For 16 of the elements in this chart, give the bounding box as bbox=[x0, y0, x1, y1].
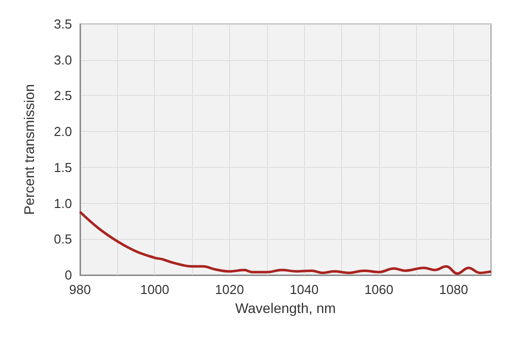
y-tick-label: 3.0 bbox=[54, 52, 72, 68]
y-axis-title: Percent transmission bbox=[21, 84, 37, 215]
y-tick-label: 0.5 bbox=[54, 232, 72, 247]
y-tick-label: 3.5 bbox=[54, 16, 72, 32]
x-tick-label: 1000 bbox=[140, 282, 170, 297]
x-axis-title: Wavelength, nm bbox=[235, 300, 336, 316]
y-tick-label: 1.5 bbox=[54, 160, 72, 175]
x-tick-label: 1060 bbox=[364, 282, 394, 297]
x-tick-label: 1080 bbox=[439, 282, 468, 297]
y-tick-label: 0 bbox=[64, 268, 72, 282]
x-tick-label: 1020 bbox=[214, 282, 244, 297]
y-tick-label: 2.0 bbox=[54, 124, 72, 140]
x-tick-label: 1040 bbox=[290, 282, 319, 297]
y-tick-label: 2.5 bbox=[54, 88, 72, 104]
x-tick-label: 980 bbox=[69, 282, 91, 297]
y-tick-label: 1.0 bbox=[54, 196, 72, 211]
